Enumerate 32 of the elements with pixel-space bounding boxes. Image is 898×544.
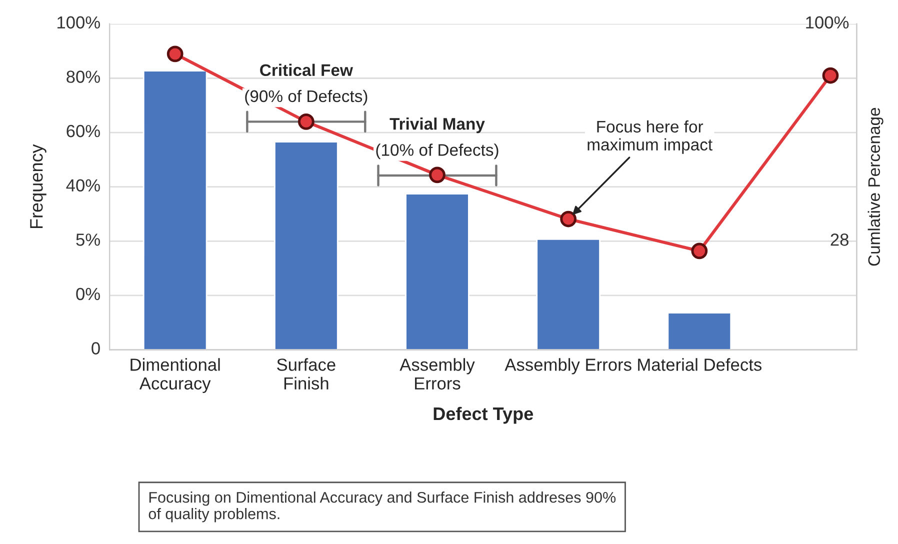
annotation: Focus here for maximum impact bbox=[588, 120, 712, 154]
point bbox=[822, 67, 839, 84]
text: 60% bbox=[66, 124, 100, 138]
text: 40% bbox=[66, 179, 100, 192]
bar bbox=[274, 141, 338, 350]
x-tick-label: Dimentional Accuracy bbox=[130, 358, 220, 394]
y-axis-title: Frequency bbox=[30, 144, 46, 228]
text: 80% bbox=[66, 70, 100, 83]
x-axis-title: Defect Type bbox=[434, 406, 534, 424]
bar bbox=[536, 238, 600, 350]
bar bbox=[142, 70, 208, 350]
point bbox=[166, 46, 184, 62]
point bbox=[560, 210, 577, 228]
text: 0% bbox=[76, 288, 100, 300]
annotation: 28 bbox=[830, 234, 848, 246]
point bbox=[691, 242, 708, 260]
text: Trivial Many (10% of Defects) bbox=[376, 118, 498, 160]
x-tick-label: Assembly Errors bbox=[400, 358, 475, 390]
text: Critical Few (90% of Defects) bbox=[245, 64, 368, 106]
bar bbox=[667, 312, 732, 350]
text: 100% bbox=[58, 16, 100, 29]
text: 100% bbox=[806, 16, 849, 29]
bar bbox=[405, 193, 470, 350]
y2-axis-title: Cumlative Percenage bbox=[868, 108, 884, 266]
text: Focusing on Dimentional Accuracy and Surface Finish addreses 90% of quality problems. bbox=[148, 492, 616, 522]
point bbox=[298, 113, 314, 130]
text: 5% bbox=[76, 234, 100, 246]
x-tick-label: Material Defects bbox=[638, 358, 762, 371]
text: 0 bbox=[92, 342, 100, 354]
point bbox=[429, 166, 446, 184]
x-tick-label: Assembly Errors bbox=[504, 358, 632, 374]
x-tick-label: Surface Finish bbox=[277, 358, 336, 390]
